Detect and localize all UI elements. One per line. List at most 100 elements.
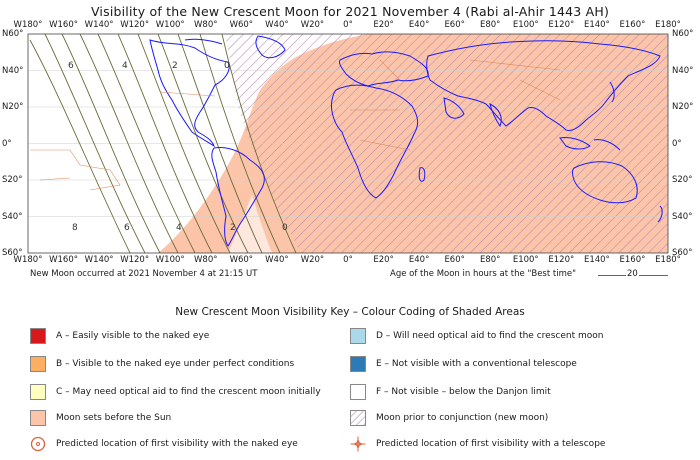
lon-label-bottom: 0° [343,255,353,265]
key-label-e: E – Not visible with a conventional tele… [376,359,577,369]
swatch-moonset [30,410,46,426]
age-s-4: 4 [176,223,182,233]
swatch-a [30,328,46,344]
key-label-f: F – Not visible – below the Danjon limit [376,387,551,397]
lon-label-top: W140° [84,20,114,30]
key-label-naked-eye: Predicted location of first visibility w… [56,439,298,449]
lon-label-top: E80° [480,20,501,30]
lat-label-left: S60° [2,248,23,258]
key-item-naked-eye: Predicted location of first visibility w… [30,436,298,452]
lon-label-top: E60° [444,20,465,30]
age-contours [29,34,297,253]
swatch-conjunction [350,410,366,426]
key-label-b: B – Visible to the naked eye under perfe… [56,359,295,369]
key-label-moonset: Moon sets before the Sun [56,413,172,423]
lon-label-bottom: E100° [512,255,539,265]
key-item-telescope: Predicted location of first visibility w… [350,436,605,452]
borders [30,59,561,191]
lon-label-bottom: E40° [408,255,430,265]
age-n-4: 4 [122,61,128,71]
lat-label-right: S40° [672,211,693,222]
lon-label-top: W120° [120,20,150,30]
key-label-conjunction: Moon prior to conjunction (new moon) [376,413,549,423]
lon-label-top: W160° [49,20,78,30]
lat-label-right: N20° [672,102,694,112]
key-label-a: A – Easily visible to the naked eye [56,331,210,341]
lon-label-bottom: E160° [619,255,646,265]
lat-label-right: S60° [672,248,693,258]
lon-label-top: W80° [194,20,218,30]
lon-label-top: W40° [265,20,289,30]
lon-label-bottom: W20° [300,255,325,265]
key-label-c: C – May need optical aid to find the cre… [56,387,321,397]
map-title: Visibility of the New Crescent Moon for … [90,4,610,19]
lon-label-top: W180° [13,20,43,30]
key-item-e: E – Not visible with a conventional tele… [350,356,577,372]
key-item-c: C – May need optical aid to find the cre… [30,384,321,400]
lon-label-top: E140° [583,20,610,30]
age-s-0: 0 [282,223,288,233]
key-item-conjunction: Moon prior to conjunction (new moon) [350,410,548,426]
lon-label-top: W60° [229,20,254,30]
key-item-moonset: Moon sets before the Sun [30,410,171,426]
lon-label-top: E100° [512,20,539,30]
lon-label-bottom: W180° [13,255,43,265]
lon-label-bottom: W140° [84,255,114,265]
swatch-c [30,384,46,400]
lon-label-top: E160° [619,20,646,30]
age-s-2: 2 [230,223,236,233]
lon-label-bottom: W120° [120,255,150,265]
age-legend-value: 20 [626,269,639,279]
lon-label-top: W100° [155,20,185,30]
new-moon-time: New Moon occurred at 2021 November 4 at … [30,269,258,279]
lat-label-right: S20° [672,175,693,185]
lat-label-right: N40° [672,65,694,76]
lon-label-bottom: E80° [480,255,501,265]
lon-label-top: 0° [343,20,353,30]
swatch-e [350,356,366,372]
lat-label-right: N60° [672,29,694,39]
age-s-6: 6 [124,223,130,233]
lon-label-bottom: W40° [265,255,289,265]
lon-label-top: E20° [373,20,394,30]
key-item-d: D – Will need optical aid to find the cr… [350,328,603,344]
lon-label-bottom: E20° [373,255,394,265]
lon-label-bottom: W100° [155,255,185,265]
lat-label-left: N20° [2,102,24,112]
key-item-f: F – Not visible – below the Danjon limit [350,384,551,400]
age-s-8: 8 [72,223,78,233]
lon-label-bottom: W160° [49,255,78,265]
lat-label-left: N60° [2,29,24,39]
lon-label-top: E180° [655,20,681,30]
swatch-f [350,384,366,400]
lat-label-left: N40° [2,65,24,76]
key-label-d: D – Will need optical aid to find the cr… [376,331,604,341]
age-contour-labels: 6 4 2 0 8 6 4 2 0 [68,61,288,233]
swatch-d [350,328,366,344]
lon-label-top: E40° [408,20,430,30]
swatch-b [30,356,46,372]
coastlines [149,35,663,247]
key-label-telescope: Predicted location of first visibility w… [376,439,606,449]
age-n-0: 0 [224,61,230,71]
lon-label-top: E120° [548,20,575,30]
lat-label-left: S20° [2,175,23,185]
map-frame [27,33,669,254]
moonset-edge [228,195,272,253]
age-n-2: 2 [172,61,178,71]
target-circle-icon [30,436,46,452]
lat-label-left: 0° [2,138,12,149]
lon-label-bottom: E60° [444,255,465,265]
key-item-a: A – Easily visible to the naked eye [30,328,209,344]
age-legend-label: Age of the Moon in hours at the "Best ti… [390,269,577,279]
key-item-b: B – Visible to the naked eye under perfe… [30,356,294,372]
lon-label-bottom: W60° [229,255,254,265]
lon-label-bottom: W80° [194,255,218,265]
lat-label-right: 0° [672,138,682,149]
key-title: New Crescent Moon Visibility Key – Colou… [175,306,525,318]
age-n-6: 6 [68,61,74,71]
graticule [28,70,668,217]
lon-label-bottom: E120° [548,255,575,265]
crosshair-star-icon [350,436,366,452]
lon-label-bottom: E140° [583,255,610,265]
